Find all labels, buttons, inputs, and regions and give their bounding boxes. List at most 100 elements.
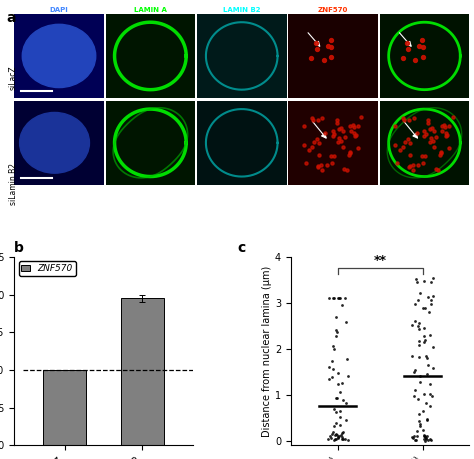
Point [351, 132, 359, 140]
Point [312, 39, 320, 47]
Point [427, 296, 434, 303]
Point [341, 134, 349, 141]
Point [329, 127, 337, 134]
Title: DAPI: DAPI [50, 7, 68, 13]
Point [300, 122, 308, 129]
Point [410, 368, 418, 375]
Legend: ZNF570: ZNF570 [19, 262, 76, 276]
Point [428, 392, 436, 400]
Point [412, 437, 419, 444]
Point [333, 116, 341, 123]
Point [423, 415, 431, 423]
Point [405, 116, 413, 123]
Text: c: c [237, 241, 245, 255]
Point [330, 345, 337, 353]
Point [426, 332, 434, 339]
Point [328, 373, 335, 381]
Point [408, 433, 416, 441]
Point [352, 131, 359, 139]
Point [404, 46, 412, 53]
Point [411, 300, 419, 308]
Point [333, 119, 340, 127]
Title: LAMIN A: LAMIN A [134, 7, 167, 13]
Point [428, 300, 435, 308]
Point [336, 388, 344, 396]
Point [413, 432, 420, 440]
Point [337, 432, 344, 439]
Point [443, 132, 450, 140]
Point [428, 279, 435, 286]
Point [422, 353, 430, 360]
Point [420, 338, 428, 346]
Point [346, 123, 354, 130]
Point [318, 167, 326, 174]
Text: siLamin B2: siLamin B2 [9, 162, 18, 205]
Point [328, 44, 335, 51]
Point [330, 152, 337, 159]
Point [334, 381, 341, 388]
Point [429, 138, 437, 145]
Point [335, 138, 342, 146]
Point [338, 430, 346, 437]
Point [410, 433, 418, 440]
Point [340, 166, 348, 173]
Title: MERGE: MERGE [411, 7, 438, 13]
Point [305, 146, 313, 154]
Point [357, 113, 365, 120]
Point [415, 353, 423, 360]
Point [337, 421, 344, 429]
Point [399, 144, 407, 151]
Point [328, 358, 336, 365]
Point [332, 436, 340, 443]
Point [327, 434, 334, 442]
Point [445, 123, 453, 130]
Point [313, 46, 320, 53]
Point [401, 138, 409, 146]
Point [325, 364, 332, 371]
Point [419, 36, 426, 44]
Point [412, 56, 419, 64]
Point [420, 277, 428, 284]
Point [327, 36, 335, 44]
Point [327, 153, 335, 160]
Point [392, 122, 399, 129]
Point [417, 378, 424, 386]
Point [329, 133, 337, 140]
Point [354, 145, 362, 152]
Point [323, 162, 330, 169]
Point [429, 293, 437, 300]
Point [314, 162, 322, 170]
Point [335, 295, 342, 302]
Point [318, 162, 325, 169]
Point [393, 159, 401, 166]
Point [421, 304, 428, 311]
Point [405, 164, 413, 171]
Point [328, 53, 335, 60]
Point [415, 320, 422, 327]
Point [406, 162, 413, 170]
Point [411, 386, 419, 394]
Point [332, 332, 339, 339]
Point [342, 399, 349, 407]
Point [309, 117, 317, 124]
Point [421, 432, 429, 440]
Point [400, 114, 407, 122]
Point [446, 145, 453, 152]
Point [412, 275, 420, 283]
Point [415, 325, 422, 332]
Point [411, 366, 419, 374]
Point [419, 426, 427, 434]
Point [308, 144, 315, 151]
Point [429, 343, 437, 351]
Point [419, 159, 427, 166]
Bar [121, 298, 164, 445]
Point [438, 148, 445, 156]
Point [427, 436, 435, 443]
Point [438, 127, 446, 134]
Point [427, 134, 434, 142]
Point [426, 391, 434, 398]
Point [336, 134, 343, 142]
Text: a: a [6, 11, 16, 26]
Point [427, 402, 434, 409]
Point [325, 295, 333, 302]
